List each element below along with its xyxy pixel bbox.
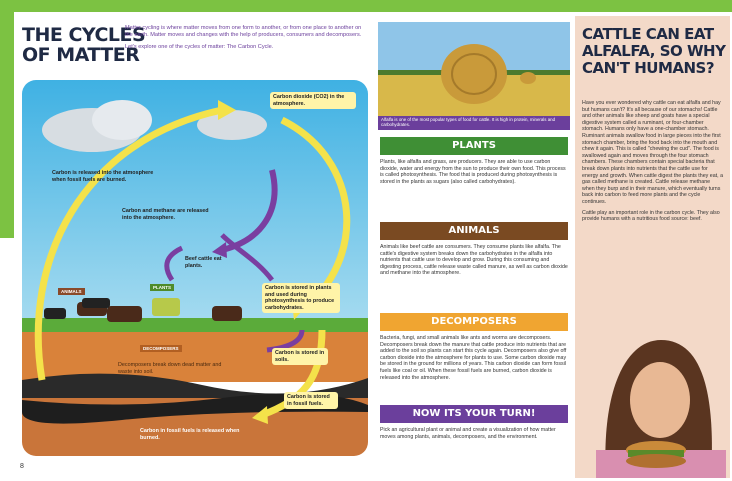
diagram-label: Carbon is stored in plants and used duri… bbox=[262, 283, 340, 313]
diagram-label: Carbon is stored in soils. bbox=[272, 348, 328, 365]
diagram-tag: PLANTS bbox=[150, 284, 174, 291]
section: NOW ITS YOUR TURN! Pick an agricultural … bbox=[380, 405, 568, 440]
sidebar-text: Have you ever wondered why cattle can ea… bbox=[582, 100, 724, 206]
section-text: Plants, like alfalfa and grass, are prod… bbox=[380, 159, 568, 185]
section: PLANTS Plants, like alfalfa and grass, a… bbox=[380, 137, 568, 185]
section-text: Pick an agricultural plant or animal and… bbox=[380, 427, 568, 440]
section-text: Bacteria, fungi, and small animals like … bbox=[380, 335, 568, 381]
photo-caption: Alfalfa is one of the most popular types… bbox=[378, 116, 570, 130]
section-heading: ANIMALS bbox=[380, 222, 568, 240]
page: {"left_page":{"title_line1":"THE CYCLES"… bbox=[0, 0, 732, 481]
section: DECOMPOSERS Bacteria, fungi, and small a… bbox=[380, 313, 568, 381]
section: ANIMALS Animals like beef cattle are con… bbox=[380, 222, 568, 277]
diagram-label: Carbon dioxide (CO2) in the atmosphere. bbox=[270, 92, 356, 109]
intro-text: Matter cycling is where matter moves fro… bbox=[125, 25, 365, 39]
diagram-label: Carbon is stored in fossil fuels. bbox=[284, 392, 338, 409]
diagram-tag: DECOMPOSERS bbox=[140, 345, 182, 352]
girl-photo bbox=[576, 330, 730, 478]
section-heading: NOW ITS YOUR TURN! bbox=[380, 405, 568, 423]
diagram-label: Carbon is released into the atmosphere w… bbox=[52, 170, 162, 183]
diagram-label: Beef cattle eat plants. bbox=[185, 256, 227, 269]
sidebar-body: Have you ever wondered why cattle can ea… bbox=[582, 100, 724, 223]
section-text: Animals like beef cattle are consumers. … bbox=[380, 244, 568, 277]
diagram-label: Decomposers break down dead matter and w… bbox=[118, 362, 228, 375]
hay-photo bbox=[378, 22, 570, 116]
diagram-label: Carbon and methane are released into the… bbox=[122, 208, 217, 221]
intro-text: Let's explore one of the cycles of matte… bbox=[125, 44, 365, 51]
sidebar-text: Cattle play an important role in the car… bbox=[582, 210, 724, 223]
diagram-tag: ANIMALS bbox=[58, 288, 85, 295]
intro: Matter cycling is where matter moves fro… bbox=[125, 25, 365, 51]
top-band bbox=[0, 0, 732, 12]
section-heading: DECOMPOSERS bbox=[380, 313, 568, 331]
sidebar-title: CATTLE CAN EAT ALFALFA, SO WHY CAN'T HUM… bbox=[582, 26, 726, 77]
section-heading: PLANTS bbox=[380, 137, 568, 155]
diagram-label: Carbon in fossil fuels is released when … bbox=[140, 428, 240, 441]
page-number: 8 bbox=[20, 463, 24, 470]
